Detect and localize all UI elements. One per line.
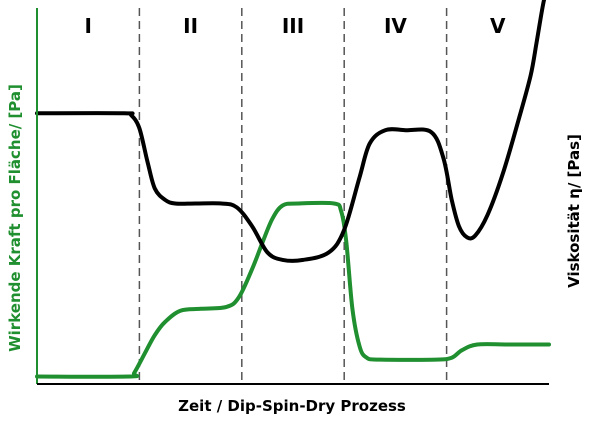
force-curve: [35, 200, 551, 379]
phase-labels: I II III IV V: [84, 14, 506, 38]
phase-label-III: III: [282, 14, 304, 38]
phase-label-II: II: [183, 14, 198, 38]
viscosity-curve: [35, 0, 547, 263]
x-axis-title: Zeit / Dip-Spin-Dry Prozess: [178, 397, 406, 415]
right-y-axis-title: Viskosität η/ [Pas]: [565, 134, 583, 288]
phase-label-V: V: [490, 14, 506, 38]
left-y-axis-title: Wirkende Kraft pro Fläche/ [Pa]: [6, 84, 24, 352]
phase-dividers: [138, 8, 448, 384]
phase-label-IV: IV: [384, 14, 407, 38]
phase-label-I: I: [84, 14, 91, 38]
series-layer: [35, 0, 551, 379]
